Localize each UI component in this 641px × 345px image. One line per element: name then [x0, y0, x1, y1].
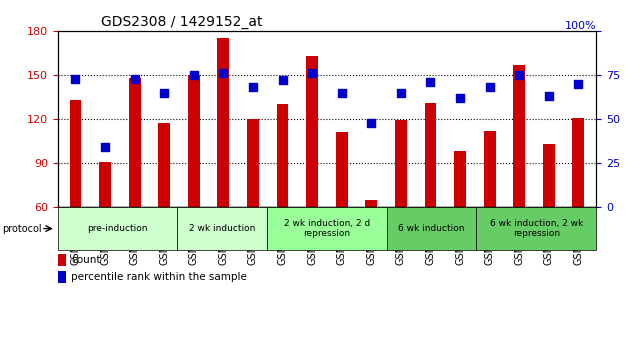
Bar [476, 207, 596, 250]
Bar [424, 103, 437, 295]
Point [100, 145, 110, 150]
Bar [99, 161, 111, 295]
Point [218, 70, 228, 76]
Bar [454, 151, 466, 295]
Bar [572, 118, 585, 295]
Text: 100%: 100% [565, 21, 596, 31]
Bar [158, 124, 170, 295]
Text: count: count [71, 255, 101, 265]
Bar [188, 75, 200, 295]
Bar [484, 131, 495, 295]
Point [307, 70, 317, 76]
Point [129, 76, 140, 81]
Text: percentile rank within the sample: percentile rank within the sample [71, 272, 247, 282]
Bar [365, 200, 377, 295]
Bar [217, 38, 229, 295]
Bar [247, 119, 259, 295]
Bar [58, 271, 66, 283]
Bar [129, 78, 140, 295]
Bar [395, 120, 407, 295]
Bar [69, 100, 81, 295]
Point [159, 90, 169, 95]
Point [71, 76, 81, 81]
Point [514, 72, 524, 78]
Text: 2 wk induction, 2 d
repression: 2 wk induction, 2 d repression [284, 219, 370, 238]
Point [455, 95, 465, 101]
Bar [387, 207, 476, 250]
Bar [178, 207, 267, 250]
Point [188, 72, 199, 78]
Bar [336, 132, 347, 295]
Text: protocol: protocol [3, 224, 42, 234]
Bar [306, 56, 318, 295]
Text: 6 wk induction: 6 wk induction [398, 224, 465, 233]
Point [485, 85, 495, 90]
Text: pre-induction: pre-induction [87, 224, 148, 233]
Bar [543, 144, 554, 295]
Bar [513, 65, 525, 295]
Bar [277, 104, 288, 295]
Point [544, 93, 554, 99]
Text: 6 wk induction, 2 wk
repression: 6 wk induction, 2 wk repression [490, 219, 583, 238]
Bar [58, 254, 66, 266]
Point [366, 120, 376, 125]
Point [248, 85, 258, 90]
Text: 2 wk induction: 2 wk induction [189, 224, 255, 233]
Text: GDS2308 / 1429152_at: GDS2308 / 1429152_at [101, 14, 262, 29]
Bar [267, 207, 387, 250]
Bar [58, 207, 178, 250]
Point [337, 90, 347, 95]
Point [278, 78, 288, 83]
Point [426, 79, 436, 85]
Point [573, 81, 583, 87]
Point [395, 90, 406, 95]
